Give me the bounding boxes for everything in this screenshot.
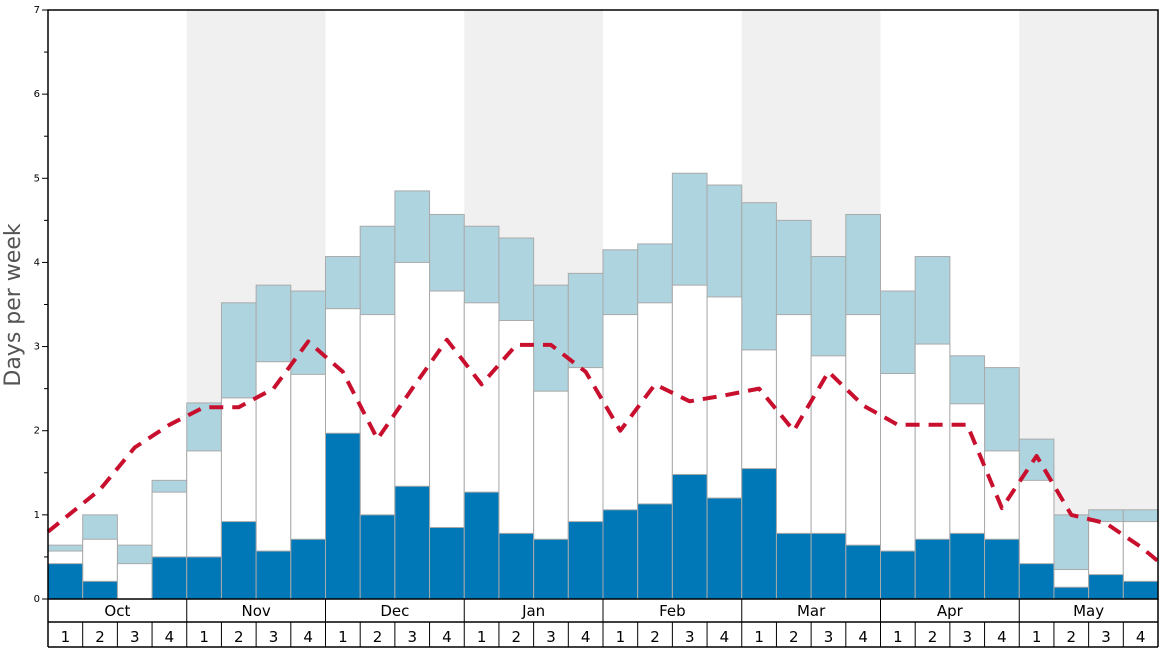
week-label: 2: [1067, 628, 1077, 646]
average-line-layer: [46, 337, 1160, 563]
bar-bottom-22: [775, 532, 812, 600]
y-axis-label: Days per week: [1, 223, 26, 386]
bar-bottom-19: [671, 473, 708, 600]
week-label: 3: [1101, 628, 1111, 646]
y-tick-label: 3: [34, 342, 40, 353]
week-label: 1: [338, 628, 348, 646]
week-label: 2: [928, 628, 938, 646]
week-label: 3: [685, 628, 695, 646]
week-label: 4: [1136, 628, 1146, 646]
week-label: 3: [269, 628, 279, 646]
bar-bottom-8: [290, 538, 326, 600]
week-label: 1: [199, 628, 209, 646]
week-label: 3: [546, 628, 556, 646]
y-tick-label: 2: [34, 426, 40, 437]
y-tick-label: 4: [34, 257, 40, 268]
bar-bottom-15: [533, 538, 569, 600]
bar-bottom-14: [498, 532, 535, 600]
month-label-dec: Dec: [380, 602, 409, 620]
bar-bottom-9: [325, 432, 361, 600]
y-tick-label: 7: [34, 5, 40, 16]
week-label: 3: [962, 628, 972, 646]
bar-bottom-7: [255, 550, 292, 600]
bar-bottom-13: [463, 491, 500, 600]
week-label: 3: [407, 628, 417, 646]
y-tick-label: 6: [34, 89, 40, 100]
week-label: 3: [130, 628, 140, 646]
week-label: 1: [754, 628, 764, 646]
week-label: 1: [893, 628, 903, 646]
average-line: [46, 337, 1160, 563]
bar-bottom-30: [1053, 586, 1090, 600]
bar-bottom-18: [637, 503, 673, 600]
month-label-jan: Jan: [521, 602, 545, 620]
month-label-oct: Oct: [104, 602, 130, 620]
week-label: 2: [95, 628, 105, 646]
bar-bottom-11: [394, 485, 431, 600]
week-label: 4: [997, 628, 1007, 646]
week-label: 1: [477, 628, 487, 646]
bar-bottom-27: [949, 532, 986, 600]
bar-bottom-1: [47, 563, 84, 600]
bar-bottom-10: [359, 514, 396, 600]
bar-bottom-32: [1122, 580, 1159, 600]
week-label: 4: [720, 628, 730, 646]
month-label-mar: Mar: [797, 602, 826, 620]
week-label: 4: [581, 628, 591, 646]
y-tick-label: 1: [34, 510, 40, 521]
week-label: 1: [1032, 628, 1042, 646]
bar-bottom-29: [1018, 563, 1055, 600]
week-label: 3: [824, 628, 834, 646]
bar-bottom-23: [810, 532, 847, 600]
bar-bottom-31: [1088, 574, 1124, 600]
bar-bottom-21: [741, 468, 777, 600]
week-label: 4: [858, 628, 868, 646]
bar-bottom-4: [151, 556, 188, 600]
week-label: 2: [789, 628, 799, 646]
week-label: 1: [616, 628, 626, 646]
bar-bottom-25: [880, 550, 916, 600]
week-label: 2: [373, 628, 383, 646]
week-label: 4: [303, 628, 313, 646]
bar-bottom-20: [706, 497, 743, 600]
week-label: 4: [165, 628, 175, 646]
bar-middle-3: [116, 563, 153, 600]
bar-bottom-5: [186, 556, 222, 600]
bar-bottom-26: [914, 538, 951, 600]
bar-bottom-16: [567, 521, 604, 600]
bar-bottom-6: [220, 521, 257, 600]
month-label-may: May: [1073, 602, 1104, 620]
week-label: 4: [442, 628, 452, 646]
month-label-feb: Feb: [659, 602, 686, 620]
y-axis: 0 1 2 3 4 5 6 7: [34, 5, 48, 605]
month-label-apr: Apr: [937, 602, 964, 620]
y-tick-label: 0: [34, 594, 40, 605]
x-axis: Oct 1 2 3 4 Nov 1 2 3 4 Dec 1 2 3 4 Jan 1 2 3 4 Feb 1 2 3 4 Mar 1 2…: [47, 599, 1159, 648]
bar-bottom-17: [602, 509, 639, 600]
bar-bottom-2: [82, 580, 118, 600]
week-label: 1: [61, 628, 71, 646]
bar-bottom-28: [984, 538, 1020, 600]
bar-bottom-12: [429, 526, 465, 600]
bar-bottom-24: [845, 544, 881, 600]
week-label: 2: [512, 628, 522, 646]
bars: [47, 172, 1159, 600]
week-label: 2: [234, 628, 244, 646]
month-label-nov: Nov: [241, 602, 270, 620]
y-tick-label: 5: [34, 173, 40, 184]
week-label: 2: [650, 628, 660, 646]
